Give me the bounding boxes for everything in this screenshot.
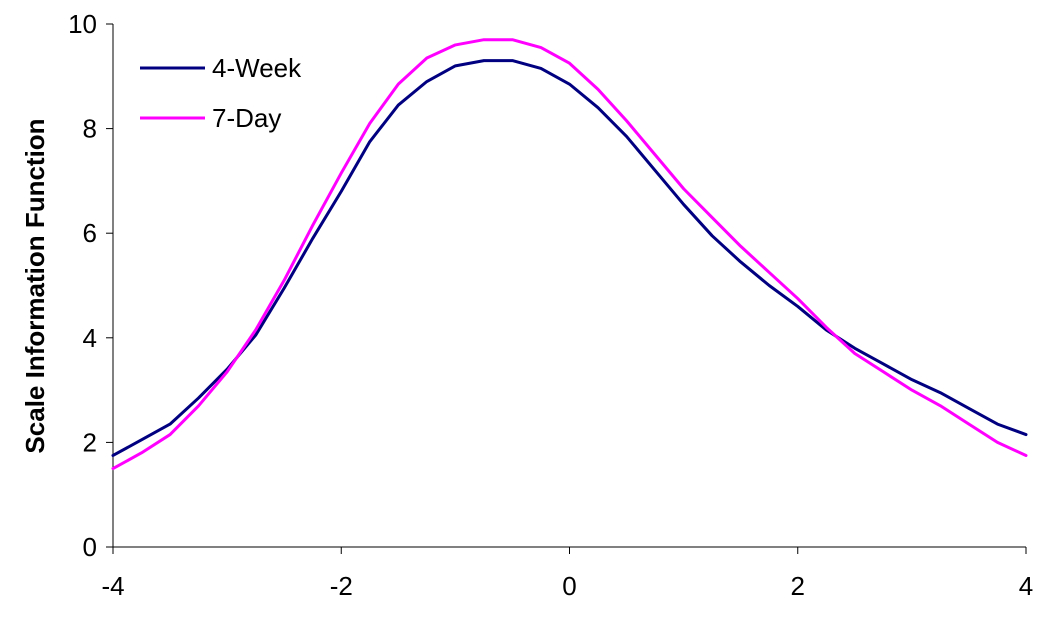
legend-label-4-week: 4-Week <box>212 53 302 83</box>
legend-label-7-day: 7-Day <box>212 103 281 133</box>
y-tick-label: 0 <box>83 532 97 562</box>
y-tick-label: 2 <box>83 427 97 457</box>
x-tick-label: -4 <box>101 571 124 601</box>
x-tick-label: 4 <box>1019 571 1033 601</box>
x-tick-label: 2 <box>791 571 805 601</box>
x-tick-label: -2 <box>330 571 353 601</box>
series-line-4-week <box>111 59 1028 457</box>
y-tick-label: 6 <box>83 218 97 248</box>
y-tick-label: 10 <box>68 9 97 39</box>
y-tick-label: 8 <box>83 114 97 144</box>
series-line-7-day <box>111 38 1028 471</box>
y-axis-title: Scale Information Function <box>20 118 50 453</box>
plot-area <box>113 24 1026 547</box>
axes: 0 2 4 6 8 10 -4 -2 0 2 4 <box>68 9 1033 601</box>
legend: 4-Week 7-Day <box>140 53 302 133</box>
y-tick-label: 4 <box>83 323 97 353</box>
series-layer <box>111 38 1028 471</box>
x-tick-label: 0 <box>562 571 576 601</box>
